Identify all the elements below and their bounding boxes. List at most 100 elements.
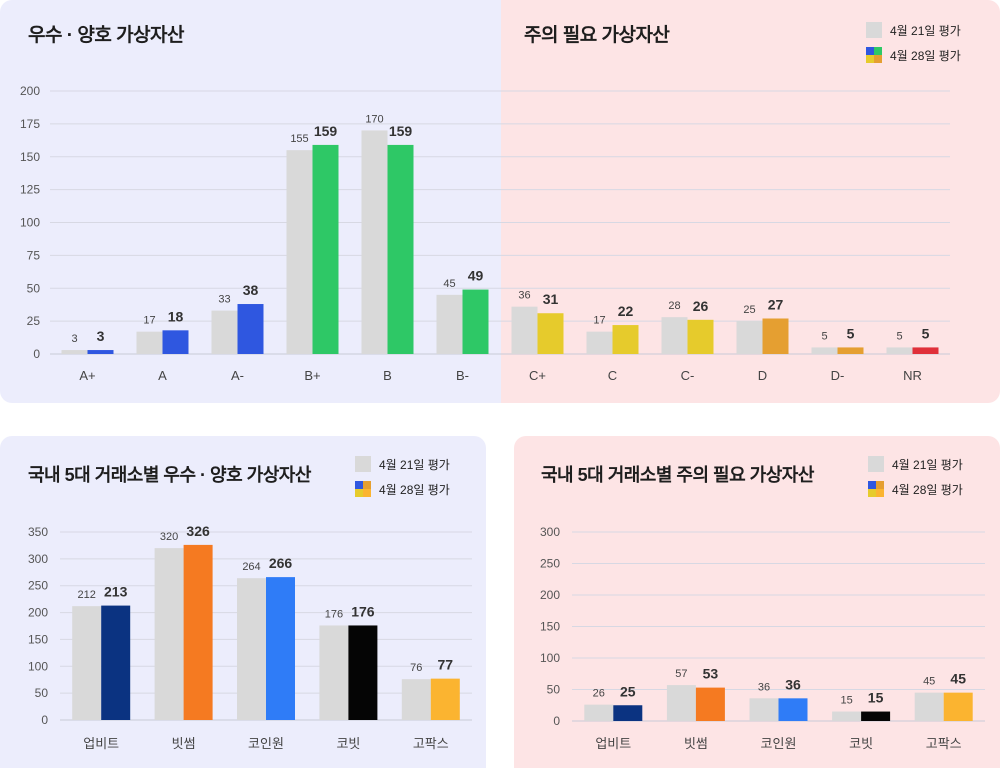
bar-new bbox=[87, 350, 114, 354]
bar-old bbox=[914, 692, 944, 721]
exchange-caution-title: 국내 5대 거래소별 주의 필요 가상자산 bbox=[541, 465, 814, 485]
bar-old bbox=[584, 704, 614, 721]
x-tick-label: NR bbox=[903, 368, 922, 383]
legend-swatch-new bbox=[866, 47, 882, 63]
value-label-new: 266 bbox=[269, 555, 293, 571]
bar-old bbox=[811, 347, 838, 354]
exchange-good-title: 국내 5대 거래소별 우수 · 양호 가상자산 bbox=[28, 465, 311, 485]
value-label-old: 212 bbox=[78, 589, 96, 601]
value-label-new: 5 bbox=[922, 325, 930, 341]
y-tick-label: 150 bbox=[28, 632, 48, 646]
legend-swatch-old bbox=[355, 456, 371, 472]
legend-label-new: 4월 28일 평가 bbox=[379, 482, 450, 497]
bar-old bbox=[61, 350, 88, 354]
legend-label-old: 4월 21일 평가 bbox=[890, 23, 961, 38]
bar-old bbox=[72, 606, 102, 720]
x-tick-label: A+ bbox=[79, 368, 95, 383]
legend-item-new: 4월 28일 평가 bbox=[355, 479, 450, 499]
value-label-new: 22 bbox=[618, 303, 634, 319]
value-label-old: 76 bbox=[410, 662, 422, 674]
bar-old bbox=[661, 317, 688, 354]
bar-new bbox=[943, 692, 973, 721]
value-label-new: 159 bbox=[314, 123, 338, 139]
bar-old bbox=[211, 310, 238, 354]
bar-new bbox=[387, 144, 414, 354]
bar-new bbox=[837, 347, 864, 354]
y-tick-label: 100 bbox=[540, 651, 560, 665]
bar-old bbox=[736, 321, 763, 354]
x-tick-label: D bbox=[758, 368, 767, 383]
bar-new bbox=[762, 318, 789, 354]
x-tick-label: C bbox=[608, 368, 617, 383]
value-label-new: 36 bbox=[785, 676, 801, 692]
y-tick-label: 175 bbox=[20, 117, 40, 131]
bar-new bbox=[537, 313, 564, 354]
value-label-new: 45 bbox=[950, 671, 966, 687]
x-tick-label: 코인원 bbox=[248, 736, 284, 751]
bar-new bbox=[101, 605, 131, 720]
value-label-old: 320 bbox=[160, 531, 178, 543]
value-label-old: 28 bbox=[668, 300, 680, 312]
value-label-new: 159 bbox=[389, 123, 413, 139]
legend-item-old: 4월 21일 평가 bbox=[355, 454, 450, 474]
good-assets-title: 우수 · 양호 가상자산 bbox=[28, 25, 185, 46]
y-tick-label: 150 bbox=[540, 620, 560, 634]
x-tick-label: 코인원 bbox=[761, 736, 797, 751]
bar-new bbox=[266, 577, 295, 720]
y-tick-label: 300 bbox=[28, 552, 48, 566]
value-label-new: 38 bbox=[243, 282, 259, 298]
legend-swatch-old bbox=[868, 456, 884, 472]
bar-old bbox=[237, 578, 266, 720]
bar-new bbox=[312, 144, 339, 354]
value-label-new: 27 bbox=[768, 296, 784, 312]
value-label-new: 15 bbox=[868, 690, 884, 706]
value-label-new: 49 bbox=[468, 268, 484, 284]
bar-old bbox=[319, 625, 349, 720]
value-label-new: 176 bbox=[351, 603, 375, 619]
legend-label-old: 4월 21일 평가 bbox=[892, 457, 963, 472]
bar-new bbox=[162, 330, 189, 354]
bar-new bbox=[687, 319, 714, 354]
legend-label-new: 4월 28일 평가 bbox=[892, 482, 963, 497]
bar-new bbox=[861, 711, 891, 721]
bottom-left-legend: 4월 21일 평가 4월 28일 평가 bbox=[355, 454, 450, 504]
y-tick-label: 50 bbox=[547, 683, 561, 697]
y-tick-label: 75 bbox=[27, 248, 41, 262]
legend-item-old: 4월 21일 평가 bbox=[866, 20, 961, 40]
bar-new bbox=[695, 687, 725, 721]
value-label-old: 176 bbox=[325, 608, 343, 620]
y-tick-label: 0 bbox=[41, 713, 48, 727]
y-tick-label: 125 bbox=[20, 183, 40, 197]
value-label-old: 17 bbox=[593, 315, 605, 327]
x-tick-label: A bbox=[158, 368, 167, 383]
y-tick-label: 200 bbox=[20, 84, 40, 98]
x-tick-label: C- bbox=[681, 368, 695, 383]
value-label-old: 33 bbox=[218, 294, 230, 306]
bottom-right-legend: 4월 21일 평가 4월 28일 평가 bbox=[868, 454, 963, 504]
bar-old bbox=[361, 130, 388, 354]
x-tick-label: 빗썸 bbox=[684, 736, 708, 751]
bar-new bbox=[613, 705, 643, 721]
x-tick-label: 업비트 bbox=[83, 736, 119, 751]
bar-old bbox=[886, 347, 913, 354]
bar-new bbox=[348, 625, 378, 720]
x-tick-label: 코빗 bbox=[849, 736, 873, 751]
y-tick-label: 150 bbox=[20, 150, 40, 164]
bar-old bbox=[436, 294, 463, 354]
value-label-old: 45 bbox=[443, 278, 455, 290]
legend-swatch-new bbox=[868, 481, 884, 497]
value-label-new: 31 bbox=[543, 291, 559, 307]
y-tick-label: 350 bbox=[28, 525, 48, 539]
value-label-new: 26 bbox=[693, 298, 709, 314]
y-tick-label: 200 bbox=[28, 606, 48, 620]
x-tick-label: 업비트 bbox=[595, 736, 631, 751]
y-tick-label: 0 bbox=[553, 714, 560, 728]
y-tick-label: 0 bbox=[33, 347, 40, 361]
x-tick-label: 빗썸 bbox=[172, 736, 196, 751]
legend-item-new: 4월 28일 평가 bbox=[866, 45, 961, 65]
bar-new bbox=[430, 678, 460, 720]
value-label-old: 155 bbox=[290, 133, 308, 145]
bar-old bbox=[749, 698, 779, 721]
bar-old bbox=[401, 679, 431, 720]
x-tick-label: A- bbox=[231, 368, 244, 383]
